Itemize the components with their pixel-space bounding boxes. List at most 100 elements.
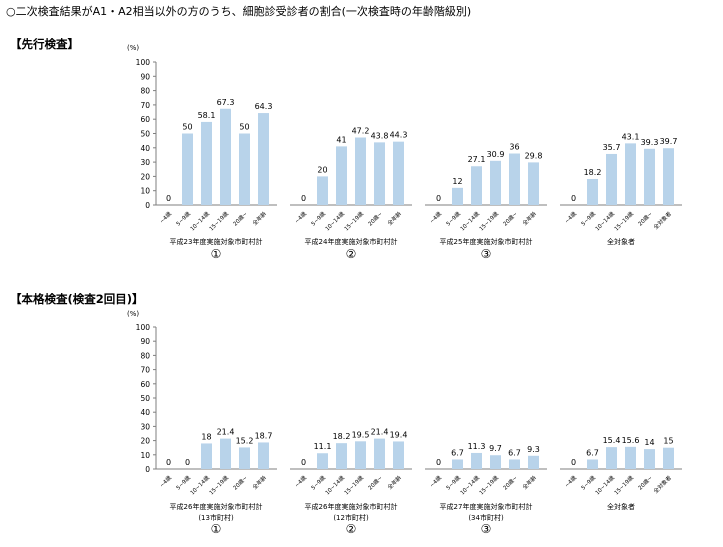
y-tick-label: 70 — [140, 366, 150, 375]
bar-value-label: 47.2 — [352, 127, 370, 136]
group-label: 平成27年度実施対象市町村計 — [440, 502, 533, 511]
bar — [258, 442, 269, 469]
category-tick-label: 5~9歳 — [444, 209, 462, 227]
bar — [374, 438, 385, 469]
category-tick-label: 10~14歳 — [458, 209, 481, 232]
group-label: 平成26年度実施対象市町村計 — [305, 502, 398, 511]
category-tick-label: 15~19歳 — [612, 209, 635, 232]
category-tick-label: 全年齢 — [386, 209, 404, 227]
group-marker: ① — [211, 247, 222, 261]
bar-value-label: 43.1 — [622, 132, 640, 141]
bar-value-label: 15.6 — [622, 436, 640, 445]
bar-value-label: 18.7 — [255, 431, 273, 440]
section-title-initial: 【先行検査】 — [10, 37, 79, 51]
bar-value-label: 18 — [201, 432, 211, 441]
category-tick-label: 10~14歳 — [188, 209, 211, 232]
bar-value-label: 64.3 — [255, 102, 273, 111]
bar-value-label: 39.3 — [641, 138, 659, 147]
bar-value-label: 6.7 — [586, 448, 599, 457]
category-tick-label: 15~19歳 — [342, 209, 365, 232]
bar-value-label: 0 — [185, 458, 190, 467]
bar — [625, 143, 636, 205]
bar — [587, 459, 598, 469]
bar-value-label: 43.8 — [371, 131, 389, 140]
y-unit-label: (%) — [127, 44, 139, 52]
bar — [644, 449, 655, 469]
group-label: 平成25年度実施対象市町村計 — [440, 237, 533, 246]
bar-value-label: 20 — [317, 165, 327, 174]
bar — [201, 443, 212, 469]
category-tick-label: 10~14歳 — [323, 209, 346, 232]
bar — [317, 453, 328, 469]
bar-value-label: 30.9 — [487, 150, 505, 159]
category-tick-label: 20歳~ — [636, 473, 654, 491]
bar-value-label: 15 — [663, 437, 673, 446]
bar-value-label: 11.3 — [468, 442, 486, 451]
category-tick-label: 15~19歳 — [612, 473, 635, 496]
y-tick-label: 60 — [140, 115, 150, 124]
category-tick-label: 15~19歳 — [207, 209, 230, 232]
bar-value-label: 50 — [182, 123, 192, 132]
bar — [258, 113, 269, 205]
bar — [663, 447, 674, 469]
bar-value-label: 39.7 — [660, 137, 678, 146]
y-tick-label: 60 — [140, 380, 150, 389]
category-tick-label: 20歳~ — [636, 209, 654, 227]
category-tick-label: 全年齢 — [521, 209, 539, 227]
bar-value-label: 29.8 — [525, 151, 543, 160]
bar — [606, 153, 617, 205]
y-tick-label: 100 — [136, 58, 151, 67]
y-tick-label: 80 — [140, 351, 150, 360]
bar — [317, 176, 328, 205]
group-marker: ③ — [481, 247, 492, 261]
category-tick-label: 20歳~ — [501, 473, 519, 491]
bar-value-label: 6.7 — [508, 448, 521, 457]
bar-value-label: 0 — [436, 458, 441, 467]
bar-value-label: 0 — [436, 194, 441, 203]
y-tick-label: 90 — [140, 337, 150, 346]
category-tick-label: 全年齢 — [386, 473, 404, 491]
y-tick-label: 20 — [140, 172, 150, 181]
category-tick-label: 5~9歳 — [579, 209, 597, 227]
group-marker: ① — [211, 522, 222, 536]
bar — [355, 137, 366, 205]
category-tick-label: 5~9歳 — [444, 473, 462, 491]
category-tick-label: 全対象者 — [652, 473, 674, 495]
category-tick-label: 全年齢 — [521, 473, 539, 491]
category-tick-label: 15~19歳 — [477, 473, 500, 496]
group-label: 全対象者 — [607, 237, 635, 246]
y-tick-label: 30 — [140, 422, 150, 431]
group-label: 全対象者 — [607, 502, 635, 511]
bar — [374, 142, 385, 205]
category-tick-label: ~4歳 — [428, 209, 444, 225]
y-tick-label: 80 — [140, 87, 150, 96]
bar — [336, 146, 347, 205]
category-tick-label: 全年齢 — [251, 473, 269, 491]
bar-value-label: 19.4 — [390, 430, 408, 439]
bar — [471, 452, 482, 469]
bar-value-label: 41 — [336, 135, 346, 144]
bar — [509, 459, 520, 469]
bar-value-label: 11.1 — [314, 442, 332, 451]
category-tick-label: 10~14歳 — [188, 473, 211, 496]
category-tick-label: 20歳~ — [231, 209, 249, 227]
bar — [528, 455, 539, 469]
bar — [182, 133, 193, 205]
bar-value-label: 0 — [571, 458, 576, 467]
category-tick-label: 10~14歳 — [593, 209, 616, 232]
bar — [355, 441, 366, 469]
group-marker: ② — [346, 247, 357, 261]
y-tick-label: 50 — [140, 130, 150, 139]
group-sublabel: (34市町村) — [468, 513, 504, 522]
bar — [239, 133, 250, 205]
category-tick-label: ~4歳 — [293, 209, 309, 225]
bar-value-label: 44.3 — [390, 131, 408, 140]
bar — [509, 153, 520, 205]
group-sublabel: (13市町村) — [198, 513, 234, 522]
bar — [393, 141, 404, 205]
category-tick-label: 15~19歳 — [477, 209, 500, 232]
y-tick-label: 20 — [140, 437, 150, 446]
y-unit-label: (%) — [127, 310, 139, 318]
bar — [490, 455, 501, 469]
bar-value-label: 21.4 — [217, 428, 235, 437]
